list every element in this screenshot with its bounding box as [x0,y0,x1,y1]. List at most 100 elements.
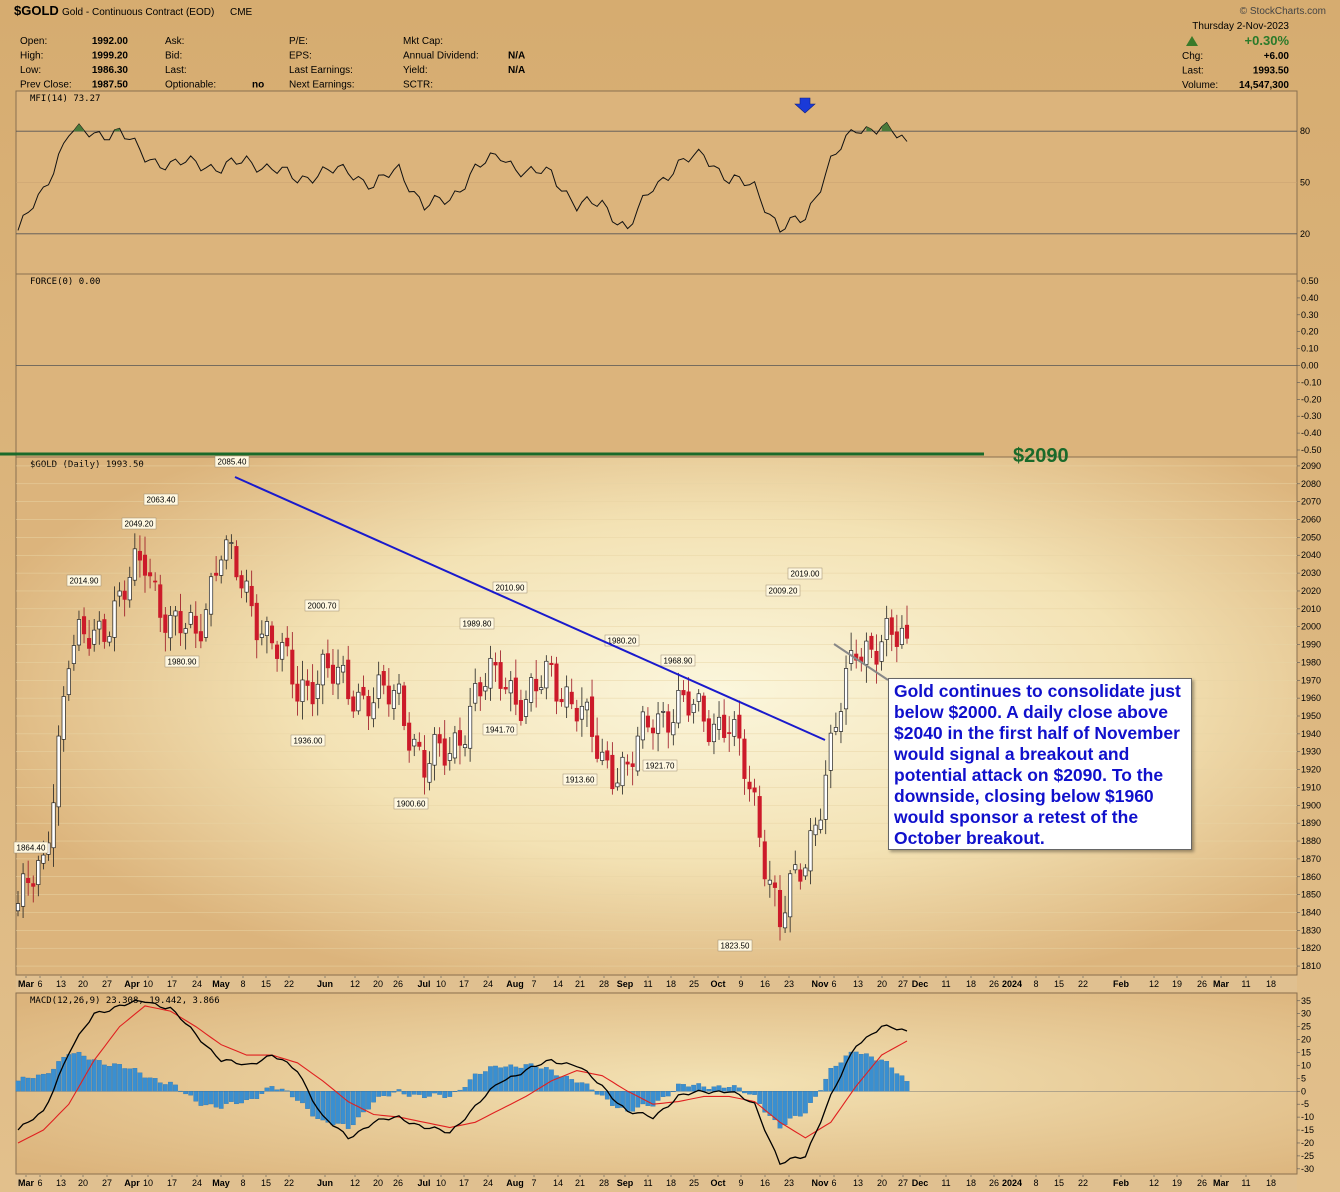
x-day-label: 11 [1241,1178,1250,1188]
up-triangle-icon [1186,36,1198,46]
macd-histogram-bar [269,1086,275,1092]
candle-body [330,664,336,684]
price-label-box [304,599,340,612]
macd-tick-label: -20 [1301,1138,1314,1148]
price-tick-label: 1910 [1301,782,1321,792]
x-day-label: 11 [941,1178,950,1188]
macd-histogram-bar [432,1091,437,1094]
x-day-label: 20 [78,979,88,989]
macd-histogram-bar [904,1081,910,1092]
x-day-label: 17 [459,979,469,989]
x-day-label: 17 [167,979,177,989]
macd-histogram-bar [472,1073,478,1092]
x-day-label: 6 [37,979,42,989]
candle-body [732,719,737,737]
macd-histogram-bar [660,1091,666,1097]
x-day-label: 13 [56,1178,66,1188]
candle-body [452,732,457,759]
macd-histogram-bar [213,1091,219,1108]
macd-histogram-bar [848,1051,854,1092]
price-label-box [482,723,518,736]
candle-body [676,690,681,724]
candle-body [468,705,473,749]
macd-histogram-bar [356,1091,361,1118]
candle-body [402,685,407,726]
candle-body [879,641,884,662]
candle-body [371,702,376,720]
x-day-label: 18 [966,979,976,989]
symbol-label: $GOLD [14,3,59,18]
price-label-box [143,493,179,506]
x-day-label: 18 [666,1178,676,1188]
price-tick-label: 2040 [1301,550,1321,560]
watermark: © StockCharts.com [1240,6,1326,17]
x-day-label: 8 [240,979,245,989]
candle-body [564,686,569,708]
candle-body [833,727,838,732]
x-day-label: 12 [350,979,360,989]
macd-histogram-bar [569,1079,575,1092]
header-field-label: Annual Dividend: [403,51,479,62]
mfi-overbought-fill [881,122,892,132]
macd-panel [15,992,1298,1175]
header-field-label: EPS: [289,51,312,62]
candle-body [559,699,564,703]
candle-body [61,696,66,740]
header-field-label: High: [20,51,43,62]
header-field-label: Open: [20,36,47,47]
header-field-label: Ask: [165,36,184,47]
macd-histogram-bar [676,1083,681,1092]
header-field-label: Next Earnings: [289,80,355,91]
candle-body [208,576,214,615]
candle-body [823,774,828,820]
x-month-label: Mar [1213,1178,1230,1188]
x-day-label: 22 [284,979,294,989]
macd-histogram-bar [335,1091,341,1124]
macd-histogram-bar [818,1090,823,1092]
macd-histogram-bar [615,1091,620,1109]
candle-body [579,705,584,720]
macd-histogram-bar [61,1056,67,1092]
macd-histogram-bar [538,1068,544,1092]
header-right-label: Chg: [1182,51,1203,62]
candle-body [427,763,432,783]
price-tick-label: 1970 [1301,675,1321,685]
x-day-label: 27 [898,1178,908,1188]
price-tick-label: 1920 [1301,765,1321,775]
macd-tick-label: 5 [1301,1073,1306,1083]
macd-histogram-bar [599,1091,605,1096]
macd-histogram-bar [630,1091,636,1112]
macd-histogram-bar [645,1091,651,1106]
candle-body [356,691,361,712]
x-day-label: 12 [1149,979,1159,989]
candle-body [224,539,229,561]
candle-body [132,548,137,581]
macd-histogram-bar [218,1091,224,1109]
candle-body [442,738,447,766]
header-field-label: Mkt Cap: [403,36,443,47]
price-label-box [459,617,495,630]
header-field-value: N/A [508,51,525,62]
candle-body [772,882,777,888]
candle-body [574,707,579,722]
candle-body [335,666,341,685]
force-tick-label: -0.30 [1301,411,1322,421]
candle-body [142,554,148,576]
candle-body [722,714,727,738]
macd-histogram-bar [264,1087,270,1092]
candle-body [508,680,513,694]
candle-body [239,575,244,589]
x-day-label: 8 [1033,1178,1038,1188]
candle-body [381,671,386,686]
candle-body [310,682,315,705]
candle-body [757,796,762,838]
x-day-label: 7 [531,1178,536,1188]
macd-histogram-bar [71,1053,77,1092]
price-label: 2014.90 [70,577,99,586]
candle-body [462,744,468,749]
candle-body [305,680,310,686]
candle-body [422,750,427,778]
force-tick-label: -0.50 [1301,445,1322,455]
macd-histogram-bar [559,1076,564,1092]
x-month-label: Oct [710,1178,725,1188]
